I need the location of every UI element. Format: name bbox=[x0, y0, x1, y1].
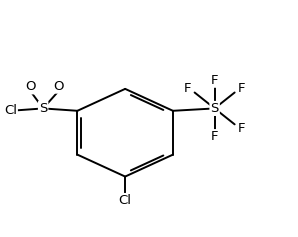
Text: F: F bbox=[238, 82, 246, 95]
Text: Cl: Cl bbox=[119, 194, 132, 207]
Text: O: O bbox=[25, 80, 35, 93]
Text: S: S bbox=[210, 102, 219, 115]
Text: O: O bbox=[53, 80, 63, 93]
Text: F: F bbox=[238, 122, 246, 135]
Text: F: F bbox=[211, 130, 218, 143]
Text: F: F bbox=[184, 82, 191, 95]
Text: Cl: Cl bbox=[4, 104, 17, 117]
Text: F: F bbox=[211, 74, 218, 87]
Text: S: S bbox=[39, 102, 47, 115]
